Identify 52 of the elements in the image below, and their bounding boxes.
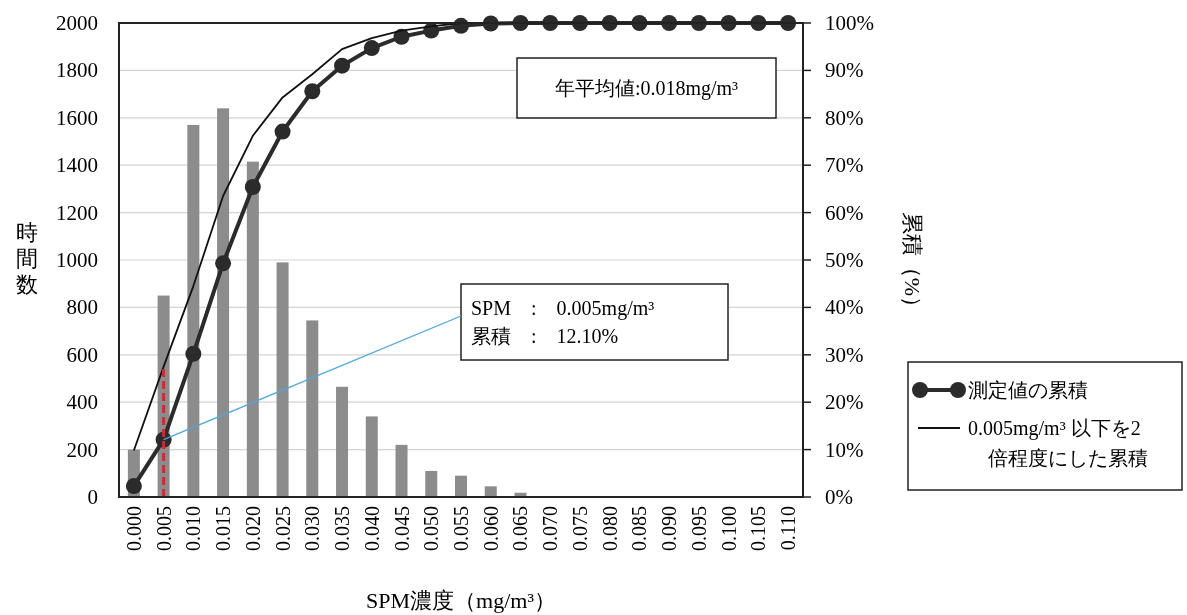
x-tick-label: 0.075	[568, 506, 591, 551]
x-tick-label: 0.065	[509, 506, 532, 551]
y2-tick-label: 70%	[825, 153, 864, 178]
y2-axis-title: 累積（%）	[900, 211, 925, 319]
x-tick-label: 0.080	[598, 506, 621, 551]
y2-tick-label: 40%	[825, 295, 864, 320]
x-tick-label: 0.105	[747, 506, 770, 551]
y-tick-label: 0	[87, 485, 98, 509]
y2-tick-label: 80%	[825, 105, 864, 130]
y-tick-label: 1800	[56, 58, 98, 83]
y2-tick-label: 100%	[825, 11, 874, 35]
y2-tick-label: 10%	[825, 437, 864, 462]
x-tick-label: 0.110	[777, 506, 800, 551]
x-tick-label: 0.095	[687, 506, 710, 551]
x-tick-label: 0.060	[479, 506, 502, 551]
legend-label: 測定値の累積	[968, 379, 1088, 401]
x-tick-label: 0.070	[539, 506, 562, 551]
x-axis-title: SPM濃度（mg/m³）	[366, 588, 556, 613]
y2-tick-label: 0%	[825, 485, 853, 509]
y-tick-label: 1000	[56, 248, 98, 272]
y2-tick-label: 20%	[825, 390, 864, 415]
x-tick-label: 0.025	[271, 506, 294, 551]
y-tick-label: 2000	[56, 11, 98, 35]
y-tick-label: 800	[66, 295, 98, 320]
annotation: 年平均値:0.018mg/m³	[554, 77, 739, 100]
y-axis-title: 時間数	[16, 220, 38, 297]
y-tick-label: 600	[66, 342, 98, 367]
x-tick-label: 0.005	[152, 506, 175, 551]
x-tick-label: 0.030	[301, 506, 324, 551]
y-tick-label: 400	[66, 390, 98, 415]
x-tick-label: 0.035	[331, 506, 354, 551]
x-tick-label: 0.045	[390, 506, 413, 551]
y-tick-label: 200	[66, 437, 98, 462]
x-tick-label: 0.020	[241, 506, 264, 551]
y2-tick-label: 90%	[825, 58, 864, 83]
x-tick-label: 0.040	[360, 506, 383, 551]
x-tick-label: 0.000	[122, 506, 145, 551]
x-tick-label: 0.010	[182, 506, 205, 551]
x-tick-label: 0.055	[450, 506, 472, 551]
y2-tick-label: 30%	[825, 342, 864, 367]
y2-tick-label: 60%	[825, 200, 864, 225]
x-tick-label: 0.050	[420, 506, 443, 551]
y-tick-label: 1400	[56, 153, 98, 178]
y-tick-label: 1600	[56, 105, 98, 130]
x-tick-label: 0.090	[658, 506, 681, 551]
annotation: SPM : 0.005mg/m³ 累積 : 12.10%	[471, 297, 655, 347]
legend-label: 0.005mg/m³ 以下を2倍程度にした累積	[968, 417, 1148, 469]
x-tick-label: 0.100	[717, 506, 740, 551]
y-tick-label: 1200	[56, 200, 98, 225]
y2-tick-label: 50%	[825, 248, 864, 272]
x-tick-label: 0.085	[628, 506, 651, 551]
x-tick-label: 0.015	[212, 506, 235, 551]
